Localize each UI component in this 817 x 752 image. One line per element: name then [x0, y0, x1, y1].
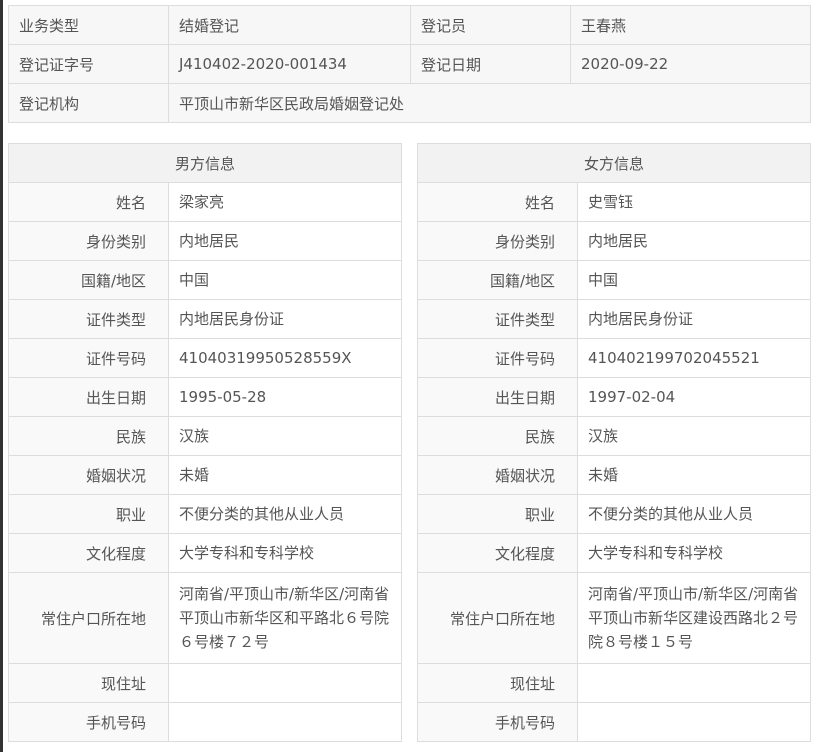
table-row: 民族 汉族 [417, 416, 812, 456]
field-label: 证件号码 [8, 338, 169, 378]
field-label: 常住户口所在地 [417, 572, 578, 664]
field-value [167, 702, 403, 742]
field-value: 1995-05-28 [167, 377, 403, 417]
field-label: 文化程度 [8, 533, 169, 573]
field-value: 平顶山市新华区民政局婚姻登记处 [168, 83, 811, 123]
table-row: 民族 汉族 [8, 416, 403, 456]
section-header-row: 男方信息 [7, 143, 403, 183]
table-row: 国籍/地区 中国 [417, 260, 812, 300]
field-value: 汉族 [576, 416, 812, 456]
field-value: 中国 [576, 260, 812, 300]
summary-row: 登记证字号 J410402-2020-001434 登记日期 2020-09-22 [8, 44, 811, 84]
field-label: 证件号码 [417, 338, 578, 378]
field-label: 出生日期 [8, 377, 169, 417]
field-label: 身份类别 [8, 221, 169, 261]
table-row: 姓名 梁家亮 [8, 182, 403, 222]
field-label: 登记日期 [410, 44, 571, 84]
table-row: 婚姻状况 未婚 [8, 455, 403, 495]
field-label: 证件类型 [417, 299, 578, 339]
table-row: 手机号码 [8, 702, 403, 742]
summary-row: 登记机构 平顶山市新华区民政局婚姻登记处 [8, 83, 811, 123]
table-row: 文化程度 大学专科和专科学校 [8, 533, 403, 573]
field-value: 大学专科和专科学校 [167, 533, 403, 573]
field-label: 登记证字号 [8, 44, 169, 84]
field-value: 汉族 [167, 416, 403, 456]
field-label: 身份类别 [417, 221, 578, 261]
field-label: 登记员 [410, 5, 571, 45]
field-label: 国籍/地区 [417, 260, 578, 300]
female-info-table: 女方信息 姓名 史雪钰 身份类别 内地居民 国籍/地区 中国 证件类型 内地居民身份证 证件号码 4… [416, 143, 812, 742]
field-value: J410402-2020-001434 [168, 44, 411, 84]
field-value [576, 702, 812, 742]
field-value: 内地居民身份证 [576, 299, 812, 339]
table-row: 国籍/地区 中国 [8, 260, 403, 300]
field-value: 河南省/平顶山市/新华区/河南省平顶山市新华区建设西路北２号院８号楼１５号 [576, 572, 812, 664]
table-row: 婚姻状况 未婚 [417, 455, 812, 495]
table-row: 职业 不便分类的其他从业人员 [8, 494, 403, 534]
field-value: 不便分类的其他从业人员 [576, 494, 812, 534]
field-label: 婚姻状况 [8, 455, 169, 495]
table-row: 证件号码 410402199702045521 [417, 338, 812, 378]
section-header-row: 女方信息 [416, 143, 812, 183]
field-value: 410402199702045521 [576, 338, 812, 378]
section-title: 男方信息 [7, 143, 403, 183]
table-row: 证件类型 内地居民身份证 [417, 299, 812, 339]
field-label: 登记机构 [8, 83, 169, 123]
table-row: 常住户口所在地 河南省/平顶山市/新华区/河南省平顶山市新华区建设西路北２号院８号… [417, 572, 812, 664]
field-label: 国籍/地区 [8, 260, 169, 300]
field-label: 手机号码 [8, 702, 169, 742]
field-value [576, 663, 812, 703]
field-value: 内地居民 [167, 221, 403, 261]
field-label: 业务类型 [8, 5, 169, 45]
field-value: 不便分类的其他从业人员 [167, 494, 403, 534]
table-row: 常住户口所在地 河南省/平顶山市/新华区/河南省平顶山市新华区和平路北６号院６号楼… [8, 572, 403, 664]
field-value: 2020-09-22 [570, 44, 811, 84]
section-title: 女方信息 [416, 143, 812, 183]
field-label: 民族 [8, 416, 169, 456]
window-edge [0, 0, 3, 752]
field-value: 王春燕 [570, 5, 811, 45]
table-row: 现住址 [417, 663, 812, 703]
field-value [167, 663, 403, 703]
field-label: 现住址 [417, 663, 578, 703]
field-value: 河南省/平顶山市/新华区/河南省平顶山市新华区和平路北６号院６号楼７２号 [167, 572, 403, 664]
field-value: 大学专科和专科学校 [576, 533, 812, 573]
male-info-table: 男方信息 姓名 梁家亮 身份类别 内地居民 国籍/地区 中国 证件类型 内地居民身份证 证件号码 4… [7, 143, 403, 742]
table-row: 证件类型 内地居民身份证 [8, 299, 403, 339]
registration-summary-table: 业务类型 结婚登记 登记员 王春燕 登记证字号 J410402-2020-001434 登记… [8, 5, 811, 123]
field-label: 常住户口所在地 [8, 572, 169, 664]
field-value: 内地居民 [576, 221, 812, 261]
field-label: 证件类型 [8, 299, 169, 339]
field-label: 手机号码 [417, 702, 578, 742]
summary-row: 业务类型 结婚登记 登记员 王春燕 [8, 5, 811, 45]
field-label: 现住址 [8, 663, 169, 703]
table-row: 手机号码 [417, 702, 812, 742]
field-label: 姓名 [417, 182, 578, 222]
field-value: 1997-02-04 [576, 377, 812, 417]
field-label: 职业 [8, 494, 169, 534]
field-value: 史雪钰 [576, 182, 812, 222]
table-row: 文化程度 大学专科和专科学校 [417, 533, 812, 573]
table-row: 身份类别 内地居民 [8, 221, 403, 261]
field-label: 出生日期 [417, 377, 578, 417]
field-value: 内地居民身份证 [167, 299, 403, 339]
field-label: 文化程度 [417, 533, 578, 573]
field-label: 婚姻状况 [417, 455, 578, 495]
table-row: 证件号码 41040319950528559X [8, 338, 403, 378]
field-value: 中国 [167, 260, 403, 300]
table-row: 身份类别 内地居民 [417, 221, 812, 261]
table-row: 职业 不便分类的其他从业人员 [417, 494, 812, 534]
table-row: 出生日期 1995-05-28 [8, 377, 403, 417]
field-label: 姓名 [8, 182, 169, 222]
table-row: 出生日期 1997-02-04 [417, 377, 812, 417]
field-value: 未婚 [576, 455, 812, 495]
field-value: 未婚 [167, 455, 403, 495]
field-label: 民族 [417, 416, 578, 456]
field-value: 结婚登记 [168, 5, 411, 45]
field-value: 梁家亮 [167, 182, 403, 222]
field-value: 41040319950528559X [167, 338, 403, 378]
table-row: 现住址 [8, 663, 403, 703]
table-row: 姓名 史雪钰 [417, 182, 812, 222]
field-label: 职业 [417, 494, 578, 534]
